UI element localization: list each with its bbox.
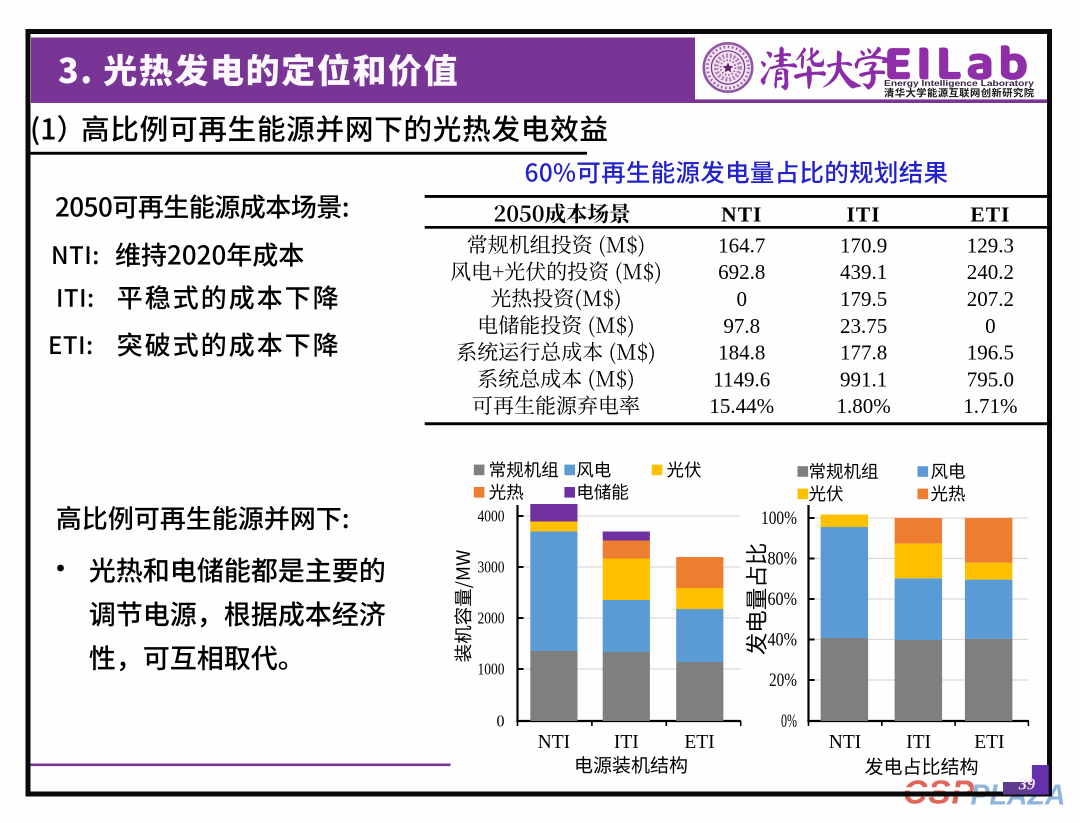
svg-text:ITI: ITI xyxy=(906,732,931,753)
svg-text:177.8: 177.8 xyxy=(840,341,887,365)
svg-text:184.8: 184.8 xyxy=(718,341,765,365)
svg-text:23.75: 23.75 xyxy=(840,314,887,338)
svg-text:ETI: ETI xyxy=(970,203,1010,227)
svg-text:NTI: NTI xyxy=(721,203,762,227)
svg-text:991.1: 991.1 xyxy=(840,367,887,391)
svg-text:2000: 2000 xyxy=(478,609,505,628)
svg-text:0: 0 xyxy=(737,287,748,311)
svg-text:129.3: 129.3 xyxy=(967,233,1014,257)
svg-text:NTI: NTI xyxy=(829,732,862,753)
svg-text:0: 0 xyxy=(985,314,996,338)
svg-text:60%: 60% xyxy=(768,589,798,610)
svg-text:164.7: 164.7 xyxy=(718,233,765,257)
svg-text:240.2: 240.2 xyxy=(967,260,1014,284)
svg-text:80%: 80% xyxy=(768,549,798,570)
svg-text:ITI: ITI xyxy=(614,732,639,753)
svg-text:39: 39 xyxy=(1018,775,1036,794)
svg-text:179.5: 179.5 xyxy=(840,287,887,311)
svg-text:20%: 20% xyxy=(769,670,797,691)
svg-text:ITI: ITI xyxy=(847,203,881,227)
svg-text:4000: 4000 xyxy=(478,507,505,526)
svg-text:ETI: ETI xyxy=(684,732,714,753)
svg-text:3000: 3000 xyxy=(478,558,505,577)
svg-text:439.1: 439.1 xyxy=(840,260,887,284)
svg-text:1.80%: 1.80% xyxy=(836,394,890,418)
svg-text:207.2: 207.2 xyxy=(967,287,1014,311)
svg-text:100%: 100% xyxy=(761,508,797,529)
svg-text:0: 0 xyxy=(497,712,505,731)
svg-text:1000: 1000 xyxy=(478,660,505,679)
svg-text:ETI: ETI xyxy=(974,732,1004,753)
svg-text:Energy Intelligence Laboratory: Energy Intelligence Laboratory xyxy=(884,79,1035,88)
svg-text:40%: 40% xyxy=(768,630,798,651)
svg-text:NTI: NTI xyxy=(538,732,571,753)
svg-text:1.71%: 1.71% xyxy=(963,394,1017,418)
svg-text:692.8: 692.8 xyxy=(718,260,765,284)
svg-text:1149.6: 1149.6 xyxy=(713,367,770,391)
svg-text:196.5: 196.5 xyxy=(967,341,1014,365)
svg-text:97.8: 97.8 xyxy=(723,314,760,338)
svg-text:0%: 0% xyxy=(781,711,797,732)
svg-text:170.9: 170.9 xyxy=(840,233,887,257)
svg-text:795.0: 795.0 xyxy=(967,367,1014,391)
svg-text:15.44%: 15.44% xyxy=(709,394,774,418)
